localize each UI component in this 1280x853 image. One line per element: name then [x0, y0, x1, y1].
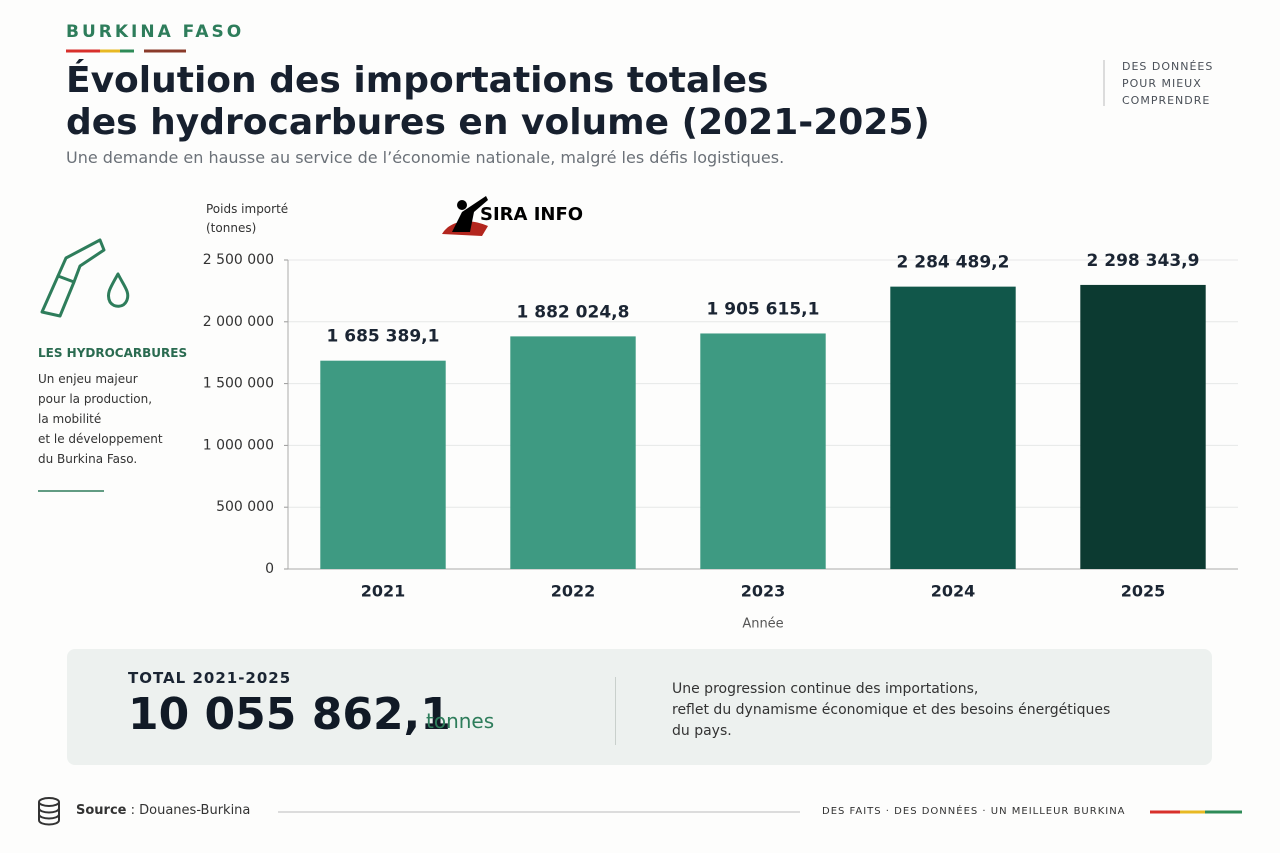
slogan: DES DONNÉES	[894, 806, 979, 817]
bar	[700, 333, 826, 569]
bar	[1080, 284, 1206, 569]
y-tick-label: 2 500 000	[203, 252, 274, 268]
x-tick-label: 2021	[361, 582, 406, 601]
fuel-icon	[40, 238, 130, 318]
y-axis-label: Poids importé (tonnes)	[206, 202, 289, 235]
x-tick-label: 2025	[1121, 582, 1166, 601]
total-unit: tonnes	[426, 709, 495, 733]
tagline-line: DES DONNÉES	[1122, 60, 1214, 73]
sidebar-line: du Burkina Faso.	[38, 452, 138, 466]
y-tick-label: 1 500 000	[203, 376, 274, 392]
value-label: 1 905 615,1	[707, 299, 820, 319]
subtitle: Une demande en hausse au service de l’éc…	[66, 148, 785, 167]
y-tick-label: 2 000 000	[203, 314, 274, 330]
sidebar-heading: LES HYDROCARBURES	[38, 346, 188, 360]
value-label: 1 685 389,1	[327, 327, 440, 347]
x-axis-label: Année	[742, 617, 783, 632]
slogan: DES FAITS	[822, 806, 882, 817]
value-label: 2 298 343,9	[1087, 251, 1200, 271]
slogans: DES FAITS · DES DONNÉES · UN MEILLEUR BU…	[822, 806, 1126, 817]
sidebar-line: Un enjeu majeur	[38, 372, 138, 386]
x-tick-label: 2023	[741, 582, 786, 601]
bar	[510, 336, 636, 569]
slogan: UN MEILLEUR BURKINA	[990, 806, 1126, 817]
source-text: : Douanes-Burkina	[130, 803, 251, 818]
watermark-text: SIRA INFO	[480, 204, 584, 225]
divider	[615, 677, 616, 745]
x-tick-label: 2022	[551, 582, 596, 601]
sidebar-line: la mobilité	[38, 412, 102, 426]
tagline-line: POUR MIEUX	[1122, 77, 1202, 90]
tagline-line: COMPRENDRE	[1122, 94, 1211, 107]
source: Source : Douanes-Burkina	[76, 803, 250, 818]
total-box: TOTAL 2021-2025 10 055 862,1 tonnes Une …	[67, 649, 1212, 765]
bar	[890, 286, 1016, 569]
y-tick-label: 0	[265, 561, 274, 577]
bar	[320, 360, 446, 569]
brand: BURKINA FASO	[66, 22, 245, 42]
x-tick-label: 2024	[931, 582, 976, 601]
total-line: reflet du dynamisme économique et des be…	[672, 702, 1111, 718]
y-tick-label: 1 000 000	[203, 437, 274, 453]
watermark: SIRA INFO	[440, 204, 583, 225]
title-line: Évolution des importations totales	[66, 60, 769, 101]
y-tick-label: 500 000	[216, 499, 274, 515]
sidebar-line: et le développement	[38, 432, 163, 446]
total-line: Une progression continue des importation…	[672, 681, 979, 697]
total-value: 10 055 862,1	[128, 689, 451, 740]
sidebar-line: pour la production,	[38, 392, 153, 406]
database-icon	[38, 797, 60, 826]
title-line: des hydrocarbures en volume (2021-2025)	[66, 102, 930, 143]
total-label: TOTAL 2021-2025	[128, 669, 292, 687]
value-label: 1 882 024,8	[517, 302, 630, 322]
total-line: du pays.	[672, 723, 732, 739]
source-label: Source	[76, 803, 127, 818]
value-label: 2 284 489,2	[897, 253, 1010, 273]
